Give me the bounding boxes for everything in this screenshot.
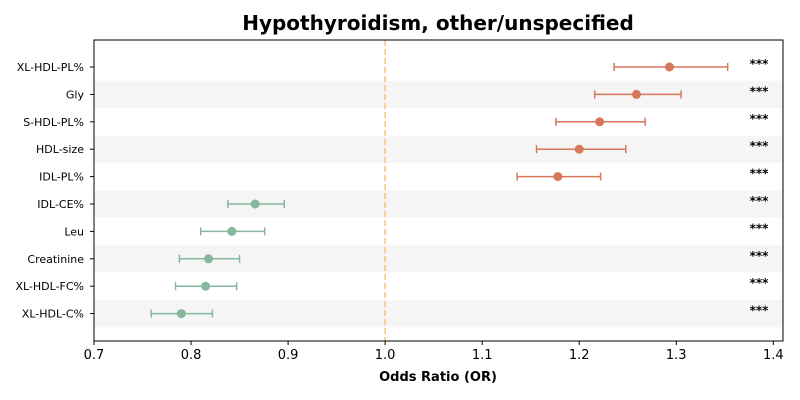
row-band [94,135,783,163]
y-category-label: HDL-size [36,143,84,156]
significance-label: *** [750,304,770,318]
or-point [553,172,563,182]
y-category-label: XL-HDL-C% [22,308,84,321]
or-point [631,89,641,99]
or-point [250,199,260,209]
x-tick-label: 0.8 [181,348,202,363]
or-point [574,144,584,154]
or-point [595,117,605,127]
significance-label: *** [750,139,770,153]
or-mark-group [178,254,241,264]
significance-label: *** [750,194,770,208]
significance-label: *** [750,112,770,126]
significance-label: *** [750,276,770,290]
or-mark-group [535,144,627,154]
y-category-label: Creatinine [27,253,84,266]
chart-title: Hypothyroidism, other/unspecified [242,11,634,35]
or-mark-group [613,62,729,72]
significance-label: *** [750,221,770,235]
y-category-label: XL-HDL-PL% [17,61,84,74]
or-mark-group [174,281,238,291]
data-marks [150,62,729,319]
significance-label: *** [750,249,770,263]
row-bands [94,80,783,328]
or-point [664,62,674,72]
or-point [227,226,237,236]
x-tick-label: 0.9 [278,348,299,363]
y-category-label: IDL-PL% [39,171,84,184]
x-tick-label: 1.0 [375,348,396,363]
significance-labels: *** *** *** *** *** *** *** *** *** *** [750,57,770,318]
x-tick-label: 1.4 [763,348,784,363]
or-mark-group [199,226,266,236]
or-mark-group [150,309,214,319]
y-category-label: Leu [64,225,84,238]
x-tick-label: 1.1 [472,348,493,363]
x-tick-label: 1.2 [569,348,590,363]
x-axis: 0.7 0.8 0.9 1.0 1.1 1.2 1.3 1.4 [84,341,784,363]
x-tick-label: 1.3 [666,348,687,363]
significance-label: *** [750,57,770,71]
axes-frame [93,39,784,342]
y-axis-labels: XL-HDL-PL% Gly S-HDL-PL% HDL-size IDL-PL% IDL… [15,61,94,321]
or-mark-group [227,199,285,209]
or-point [176,309,186,319]
or-point [204,254,214,264]
y-category-label: XL-HDL-FC% [15,280,84,293]
x-axis-title: Odds Ratio (OR) [379,370,497,385]
x-tick-label: 0.7 [84,348,105,363]
or-mark-group [555,117,646,127]
row-band [94,190,783,218]
or-mark-group [593,89,682,99]
y-category-label: S-HDL-PL% [23,116,84,129]
or-point [201,281,211,291]
significance-label: *** [750,167,770,181]
y-category-label: Gly [66,88,85,101]
y-category-label: IDL-CE% [37,198,84,211]
or-mark-group [516,172,602,182]
significance-label: *** [750,84,770,98]
